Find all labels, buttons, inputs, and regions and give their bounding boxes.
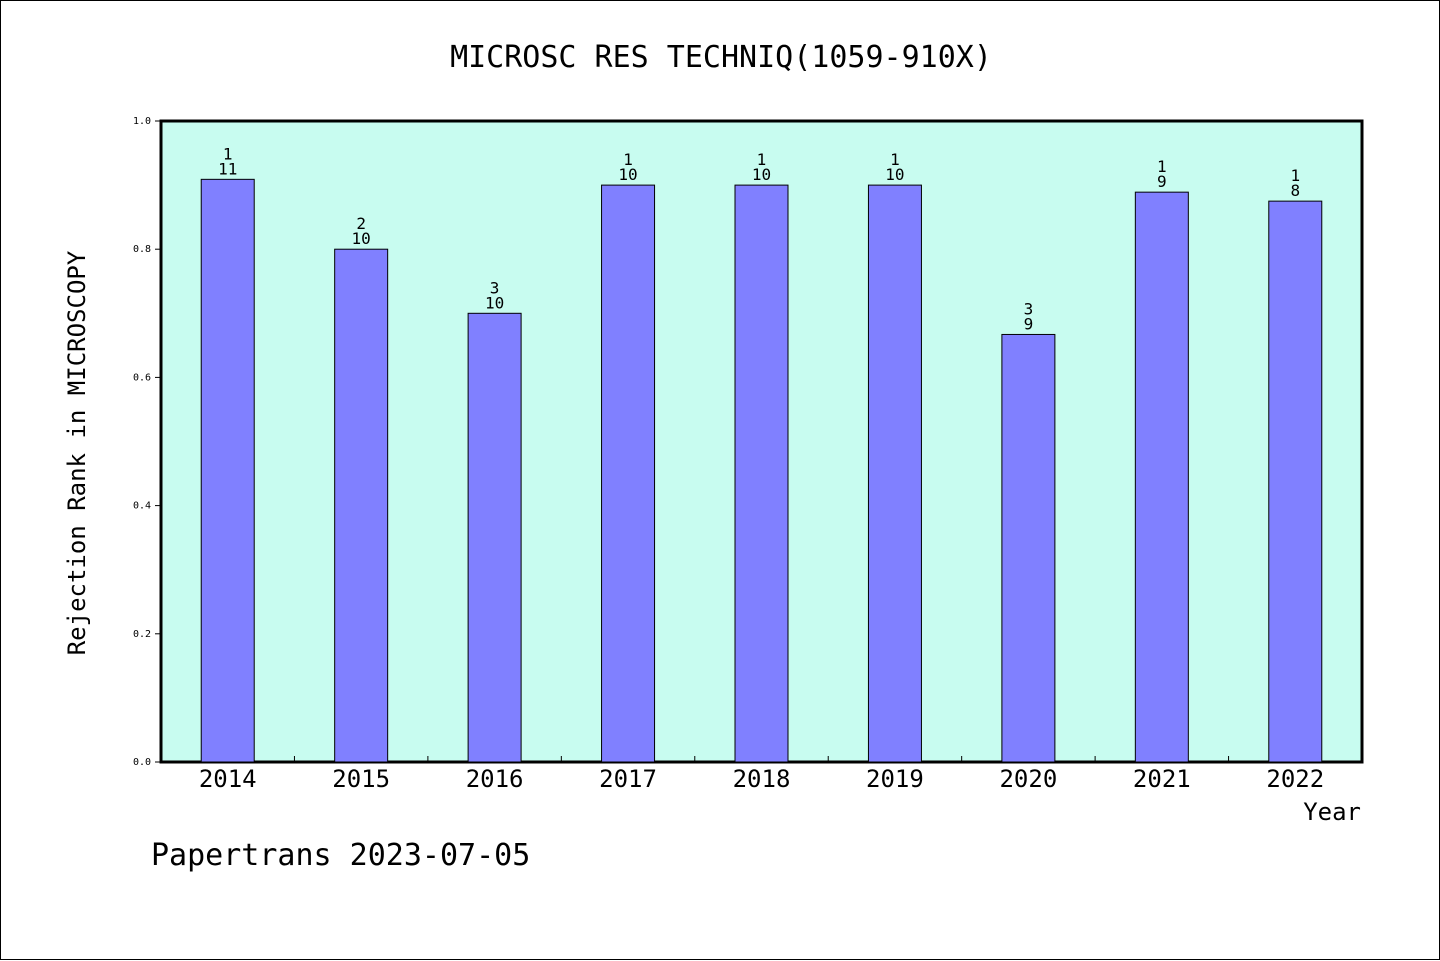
x-tick-label: 2014 bbox=[199, 765, 257, 793]
y-tick-label: 0.6 bbox=[133, 372, 151, 383]
y-tick-label: 0.8 bbox=[133, 244, 151, 255]
bar-2021 bbox=[1134, 191, 1189, 763]
y-tick-label: 0.4 bbox=[133, 501, 151, 512]
bar-2016 bbox=[467, 312, 522, 763]
y-tick-label: 1.0 bbox=[133, 116, 151, 127]
data-label-total: 10 bbox=[352, 229, 371, 248]
x-tick-label: 2020 bbox=[999, 765, 1057, 793]
x-tick-label: 2018 bbox=[733, 765, 791, 793]
chart-title: MICROSC RES TECHNIQ(1059-910X) bbox=[450, 40, 992, 75]
x-axis-label: Year bbox=[1303, 798, 1361, 826]
data-label-rank: 1 bbox=[757, 150, 767, 169]
x-tick-label: 2016 bbox=[466, 765, 524, 793]
x-tick-label: 2015 bbox=[332, 765, 390, 793]
data-label-total: 9 bbox=[1157, 172, 1167, 191]
data-label-rank: 3 bbox=[490, 278, 500, 297]
data-label-total: 9 bbox=[1024, 314, 1034, 333]
bar-2020 bbox=[1001, 333, 1056, 763]
data-label-total: 10 bbox=[885, 165, 904, 184]
x-axis: 2014 2015 2016 2017 2018 2019 2020 2021 2022 bbox=[199, 756, 1324, 793]
x-tick-label: 2022 bbox=[1266, 765, 1324, 793]
data-label-rank: 1 bbox=[623, 150, 633, 169]
data-label-total: 10 bbox=[752, 165, 771, 184]
data-label-total: 10 bbox=[485, 293, 504, 312]
y-tick-label: 0.0 bbox=[133, 757, 151, 768]
x-tick-label: 2017 bbox=[599, 765, 657, 793]
data-label-rank: 1 bbox=[1290, 166, 1300, 185]
y-axis-label: Rejection Rank in MICROSCOPY bbox=[63, 250, 91, 655]
bar-2018 bbox=[734, 184, 789, 763]
x-tick-label: 2019 bbox=[866, 765, 924, 793]
bars-group bbox=[200, 178, 1323, 763]
bar-2015 bbox=[334, 248, 389, 763]
bar-2014 bbox=[200, 178, 255, 763]
x-tick-label: 2021 bbox=[1133, 765, 1191, 793]
data-label-rank: 1 bbox=[223, 144, 233, 163]
bar-2019 bbox=[867, 184, 922, 763]
data-label-total: 10 bbox=[618, 165, 637, 184]
data-label-rank: 1 bbox=[1157, 157, 1167, 176]
data-label-rank: 3 bbox=[1024, 299, 1034, 318]
data-label-rank: 1 bbox=[890, 150, 900, 169]
footer-text: Papertrans 2023-07-05 bbox=[151, 838, 530, 873]
bar-2017 bbox=[601, 184, 656, 763]
data-label-rank: 2 bbox=[356, 214, 366, 233]
y-axis: 0.0 0.2 0.4 0.6 0.8 1.0 bbox=[133, 116, 161, 768]
data-label-total: 11 bbox=[218, 159, 237, 178]
bar-2022 bbox=[1268, 200, 1323, 763]
y-tick-label: 0.2 bbox=[133, 629, 151, 640]
data-label-total: 8 bbox=[1290, 181, 1300, 200]
